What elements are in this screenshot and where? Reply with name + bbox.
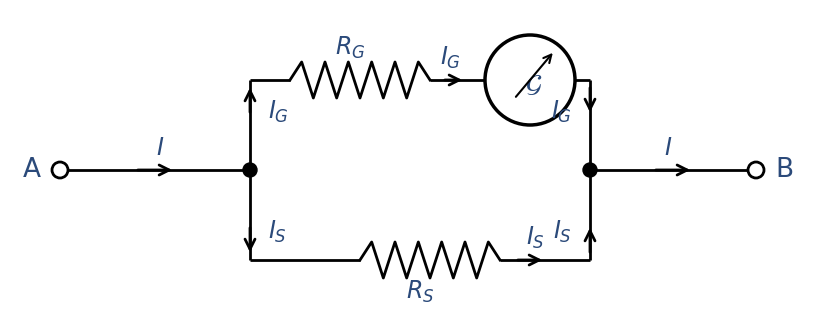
Text: $I_G$: $I_G$ — [440, 45, 460, 71]
Text: $I_G$: $I_G$ — [551, 99, 572, 125]
Text: $I_G$: $I_G$ — [268, 99, 289, 125]
Text: $\mathrm{A}$: $\mathrm{A}$ — [22, 157, 42, 183]
Text: $I_S$: $I_S$ — [553, 219, 572, 245]
Text: $\mathcal{G}$: $\mathcal{G}$ — [526, 72, 543, 98]
Text: $R_G$: $R_G$ — [335, 35, 366, 61]
Text: $I_S$: $I_S$ — [526, 225, 544, 251]
Circle shape — [243, 163, 257, 177]
Text: $\mathrm{B}$: $\mathrm{B}$ — [775, 157, 793, 183]
Text: $R_S$: $R_S$ — [406, 279, 434, 305]
Text: $I$: $I$ — [664, 136, 672, 160]
Text: $I_S$: $I_S$ — [268, 219, 287, 245]
Text: $I$: $I$ — [156, 136, 164, 160]
Circle shape — [583, 163, 597, 177]
